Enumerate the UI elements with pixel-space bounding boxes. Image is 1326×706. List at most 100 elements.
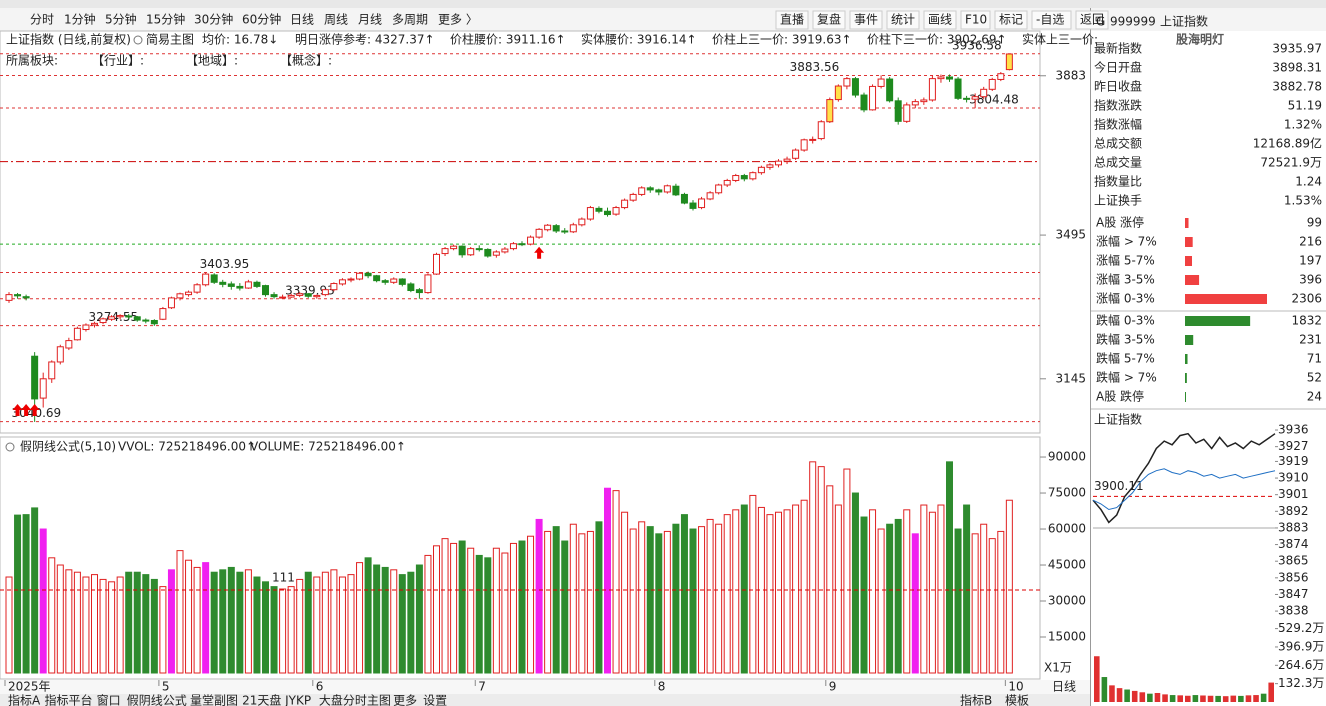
mini-line bbox=[1092, 432, 1276, 524]
bottom-tab[interactable]: 量堂副图 bbox=[190, 694, 238, 706]
breadth-label: 涨幅 > 7% bbox=[1096, 234, 1157, 249]
breadth-bar bbox=[1185, 275, 1200, 285]
bottom-tab[interactable]: 指标平台 bbox=[45, 693, 93, 706]
bottom-tab[interactable]: 设置 bbox=[423, 694, 447, 706]
toolbar-button[interactable]: F10 bbox=[965, 13, 987, 27]
bottom-tab[interactable]: 指标B bbox=[960, 693, 992, 706]
bottom-tab[interactable]: 指标A bbox=[8, 693, 41, 706]
toolbar-button[interactable]: 直播 bbox=[780, 13, 804, 27]
date-axis-bg bbox=[0, 680, 1090, 694]
candle-body bbox=[886, 78, 894, 102]
toolbar-button[interactable]: 返回 bbox=[1080, 13, 1104, 27]
toolbar-tab[interactable]: 30分钟 bbox=[194, 12, 233, 27]
candle-body bbox=[715, 184, 723, 194]
candle-body bbox=[441, 248, 449, 255]
bottom-tab[interactable]: 假阴线公式 bbox=[127, 694, 187, 706]
bottom-tab[interactable]: 模板 bbox=[1005, 694, 1029, 706]
candle-body bbox=[150, 319, 158, 325]
candle-body bbox=[698, 198, 706, 209]
y-tick-label: 90000 bbox=[1048, 450, 1086, 464]
x-tick-label: 7 bbox=[478, 680, 486, 694]
breadth-value: 216 bbox=[1299, 235, 1322, 249]
breadth-bar bbox=[1185, 256, 1193, 266]
volume-bar bbox=[159, 586, 167, 674]
volume-bar bbox=[672, 523, 680, 674]
volume-bar bbox=[484, 557, 492, 674]
toolbar-button[interactable]: 事件 bbox=[854, 13, 878, 27]
volume-bar bbox=[988, 538, 996, 674]
mini-tick-label: 3838 bbox=[1278, 604, 1309, 618]
candle-body bbox=[706, 192, 714, 200]
candle-body bbox=[296, 293, 304, 296]
bottom-tab[interactable]: 窗口 bbox=[97, 694, 121, 706]
candle-body bbox=[91, 322, 98, 326]
toolbar-button[interactable]: -自选 bbox=[1036, 13, 1064, 27]
candle-body bbox=[963, 97, 971, 100]
volume-bar bbox=[851, 492, 859, 674]
toolbar-button[interactable]: 统计 bbox=[891, 13, 915, 27]
volume-bar bbox=[860, 516, 868, 674]
mini-vol-tick-label: 264.6万 bbox=[1278, 658, 1324, 672]
candle-body bbox=[860, 94, 868, 111]
sector-label: 【地域】: bbox=[186, 54, 238, 68]
volume-bar bbox=[73, 571, 81, 674]
volume-bar bbox=[689, 528, 697, 674]
toolbar-tab[interactable]: 分时 bbox=[30, 13, 54, 27]
bottom-tab[interactable]: 大盘分时主图 bbox=[319, 693, 391, 706]
toolbar-button-bg bbox=[775, 10, 809, 30]
breadth-value: 231 bbox=[1299, 333, 1322, 347]
quote-label: 上证换手 bbox=[1094, 194, 1142, 208]
mode: 简易主图 bbox=[146, 33, 194, 47]
toolbar-tab[interactable]: 60分钟 bbox=[242, 12, 281, 27]
toolbar-tab[interactable]: 周线 bbox=[324, 13, 348, 27]
toolbar-button[interactable]: 画线 bbox=[928, 13, 952, 27]
mini-title: 上证指数 bbox=[1094, 412, 1142, 427]
breadth-label: 跌幅 3-5% bbox=[1096, 332, 1155, 347]
quote-value: 1.53% bbox=[1284, 194, 1322, 208]
candle-body bbox=[253, 281, 261, 287]
mini-line bbox=[1092, 468, 1276, 511]
volume-bar bbox=[766, 514, 774, 674]
toolbar-tab[interactable]: 多周期 bbox=[392, 13, 428, 27]
volume-bar bbox=[390, 569, 398, 674]
toolbar-tab[interactable]: 5分钟 bbox=[105, 12, 137, 27]
toolbar-button[interactable]: 复盘 bbox=[817, 12, 841, 27]
volume-bar bbox=[817, 466, 825, 674]
volume-bar bbox=[946, 461, 953, 674]
candle-body bbox=[116, 315, 124, 318]
mini-tick-label: 3865 bbox=[1278, 554, 1309, 568]
toolbar-tab[interactable]: 15分钟 bbox=[146, 12, 185, 27]
volume-bar bbox=[210, 571, 218, 674]
candle-body bbox=[56, 346, 64, 363]
mini-vol-bar bbox=[1124, 689, 1130, 702]
toolbar-tab[interactable]: 1分钟 bbox=[64, 12, 96, 27]
candle-body bbox=[475, 248, 483, 251]
bottom-tab[interactable]: JYKP bbox=[284, 694, 311, 706]
toolbar-tab[interactable]: 月线 bbox=[358, 13, 382, 27]
candle-body bbox=[817, 121, 825, 140]
volume-bar bbox=[894, 518, 902, 674]
mini-tick-label: 3847 bbox=[1278, 587, 1309, 601]
toolbar-tab[interactable]: 日线 bbox=[290, 13, 314, 27]
quote-value: 3935.97 bbox=[1272, 42, 1322, 56]
volume-bar bbox=[586, 530, 594, 674]
volume-bar bbox=[723, 514, 731, 674]
volume-bar bbox=[227, 566, 235, 674]
x-tick-label: 5 bbox=[162, 680, 170, 694]
breadth-bar bbox=[1185, 294, 1267, 304]
candle-body bbox=[381, 280, 389, 283]
toolbar-button-bg bbox=[849, 10, 883, 30]
bottom-tab[interactable]: 更多 bbox=[393, 694, 417, 706]
name: 上证指数 bbox=[1160, 14, 1208, 29]
mini-vol-bar bbox=[1185, 695, 1191, 702]
toolbar-tab[interactable]: 更多 〉 bbox=[438, 13, 478, 27]
toolbar-button[interactable]: 标记 bbox=[999, 13, 1023, 27]
mini-vol-tick-label: 396.9万 bbox=[1278, 639, 1324, 653]
quote-value: 1.24 bbox=[1295, 175, 1322, 189]
mini-tick-label: 3901 bbox=[1278, 487, 1309, 501]
bottom-tab[interactable]: 21天盘 bbox=[242, 693, 281, 706]
candle-body bbox=[407, 283, 415, 292]
quote-label: 总成交额 bbox=[1094, 136, 1142, 151]
candle-body bbox=[783, 158, 791, 162]
signal-arrow bbox=[29, 404, 40, 416]
